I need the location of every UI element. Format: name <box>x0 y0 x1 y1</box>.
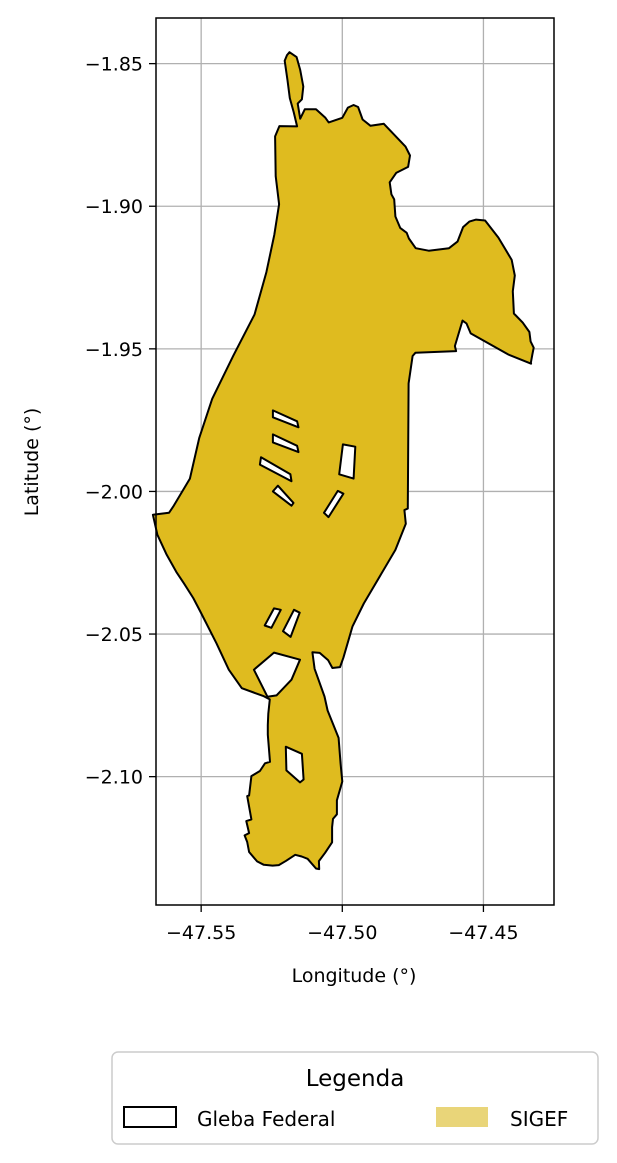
gleba-hole-polygon <box>258 456 293 483</box>
gleba-hole-polygon <box>282 608 301 638</box>
legend-swatch-sigef <box>436 1107 488 1127</box>
gleba-hole-polygon <box>284 745 305 784</box>
legend-label-sigef: SIGEF <box>510 1107 568 1131</box>
y-tick-label: −2.05 <box>85 624 143 646</box>
y-tick-label: −2.00 <box>85 481 143 503</box>
y-tick-label: −1.95 <box>85 339 143 361</box>
x-tick-label: −47.50 <box>307 922 377 944</box>
x-tick-label: −47.55 <box>166 922 236 944</box>
y-tick-label: −2.10 <box>85 767 143 789</box>
gleba-hole-polygon <box>263 607 282 629</box>
gleba-hole-polygon <box>271 433 300 454</box>
data-layer <box>151 51 535 871</box>
x-tick-label: −47.45 <box>448 922 518 944</box>
gleba-hole-polygon <box>252 651 301 698</box>
x-axis-title: Longitude (°) <box>292 965 417 987</box>
gleba-hole-polygon <box>323 489 345 519</box>
gleba-hole-polygon <box>338 443 357 480</box>
gleba-hole-polygon <box>271 409 300 429</box>
plot-frame <box>155 17 555 906</box>
gleba-hole-polygon <box>271 484 295 507</box>
legend: Legenda Gleba Federal SIGEF <box>111 1051 599 1145</box>
legend-title: Legenda <box>306 1066 405 1092</box>
x-axis-ticks: −47.55 −47.50 −47.45 <box>166 905 519 944</box>
y-axis-ticks: −1.85 −1.90 −1.95 −2.00 −2.05 −2.10 <box>85 54 156 789</box>
y-tick-label: −1.90 <box>85 196 143 218</box>
y-tick-label: −1.85 <box>85 54 143 76</box>
legend-label-gleba-federal: Gleba Federal <box>197 1107 335 1131</box>
y-axis-title: Latitude (°) <box>21 408 43 517</box>
legend-swatch-gleba-federal <box>123 1106 177 1128</box>
